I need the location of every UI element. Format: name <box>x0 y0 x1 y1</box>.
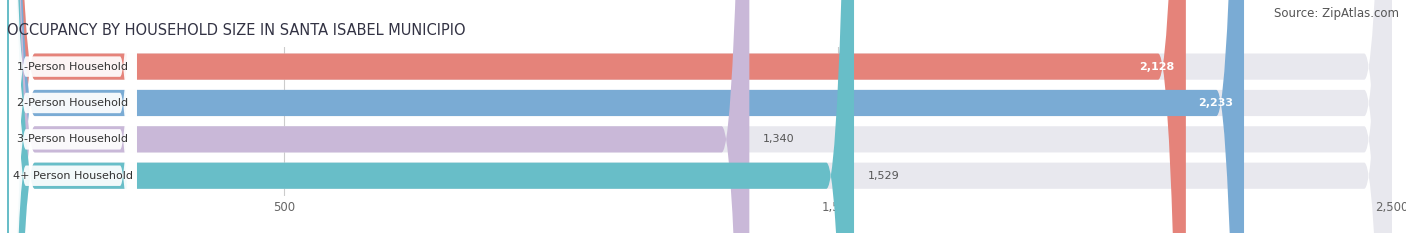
Text: 2,233: 2,233 <box>1198 98 1233 108</box>
Text: 2,128: 2,128 <box>1139 62 1175 72</box>
FancyBboxPatch shape <box>7 0 1392 233</box>
FancyBboxPatch shape <box>7 0 853 233</box>
FancyBboxPatch shape <box>7 0 1244 233</box>
FancyBboxPatch shape <box>10 0 136 233</box>
Text: 1-Person Household: 1-Person Household <box>17 62 128 72</box>
Text: OCCUPANCY BY HOUSEHOLD SIZE IN SANTA ISABEL MUNICIPIO: OCCUPANCY BY HOUSEHOLD SIZE IN SANTA ISA… <box>7 24 465 38</box>
Text: 2-Person Household: 2-Person Household <box>17 98 128 108</box>
Text: 4+ Person Household: 4+ Person Household <box>13 171 134 181</box>
FancyBboxPatch shape <box>10 0 136 233</box>
FancyBboxPatch shape <box>10 0 136 233</box>
Text: 3-Person Household: 3-Person Household <box>17 134 128 144</box>
FancyBboxPatch shape <box>10 0 136 233</box>
Text: 1,340: 1,340 <box>763 134 794 144</box>
FancyBboxPatch shape <box>7 0 1392 233</box>
Text: Source: ZipAtlas.com: Source: ZipAtlas.com <box>1274 7 1399 20</box>
Text: 1,529: 1,529 <box>868 171 900 181</box>
FancyBboxPatch shape <box>7 0 1392 233</box>
FancyBboxPatch shape <box>7 0 749 233</box>
FancyBboxPatch shape <box>7 0 1392 233</box>
FancyBboxPatch shape <box>7 0 1185 233</box>
